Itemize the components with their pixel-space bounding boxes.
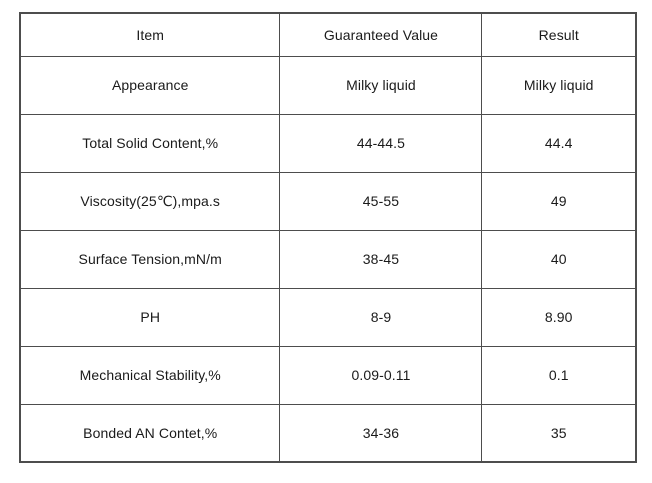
cell-result: Milky liquid [481, 55, 637, 115]
cell-guaranteed-value: 45-55 [279, 171, 483, 231]
cell-guaranteed-value: 34-36 [279, 403, 483, 463]
header-cell-guaranteed-value: Guaranteed Value [279, 12, 483, 57]
table-row-total-solid-content: Total Solid Content,% 44-44.5 44.4 [19, 113, 637, 173]
table-row-bonded-an-content: Bonded AN Contet,% 34-36 35 [19, 403, 637, 463]
cell-item: Total Solid Content,% [19, 113, 281, 173]
header-row: Item Guaranteed Value Result [19, 12, 637, 57]
cell-item: Bonded AN Contet,% [19, 403, 281, 463]
cell-guaranteed-value: 44-44.5 [279, 113, 483, 173]
cell-guaranteed-value: Milky liquid [279, 55, 483, 115]
cell-item: PH [19, 287, 281, 347]
cell-item: Appearance [19, 55, 281, 115]
product-spec-table: Item Guaranteed Value Result Appearance … [19, 12, 637, 463]
table-row-appearance: Appearance Milky liquid Milky liquid [19, 55, 637, 115]
header-cell-item: Item [19, 12, 281, 57]
cell-item: Surface Tension,mN/m [19, 229, 281, 289]
table-row-ph: PH 8-9 8.90 [19, 287, 637, 347]
cell-result: 44.4 [481, 113, 637, 173]
cell-item: Viscosity(25℃),mpa.s [19, 171, 281, 231]
table-row-surface-tension: Surface Tension,mN/m 38-45 40 [19, 229, 637, 289]
cell-result: 8.90 [481, 287, 637, 347]
cell-result: 40 [481, 229, 637, 289]
table-row-mechanical-stability: Mechanical Stability,% 0.09-0.11 0.1 [19, 345, 637, 405]
header-cell-result: Result [481, 12, 637, 57]
cell-guaranteed-value: 8-9 [279, 287, 483, 347]
cell-item: Mechanical Stability,% [19, 345, 281, 405]
cell-result: 49 [481, 171, 637, 231]
cell-guaranteed-value: 0.09-0.11 [279, 345, 483, 405]
cell-result: 35 [481, 403, 637, 463]
table-row-viscosity: Viscosity(25℃),mpa.s 45-55 49 [19, 171, 637, 231]
cell-guaranteed-value: 38-45 [279, 229, 483, 289]
cell-result: 0.1 [481, 345, 637, 405]
